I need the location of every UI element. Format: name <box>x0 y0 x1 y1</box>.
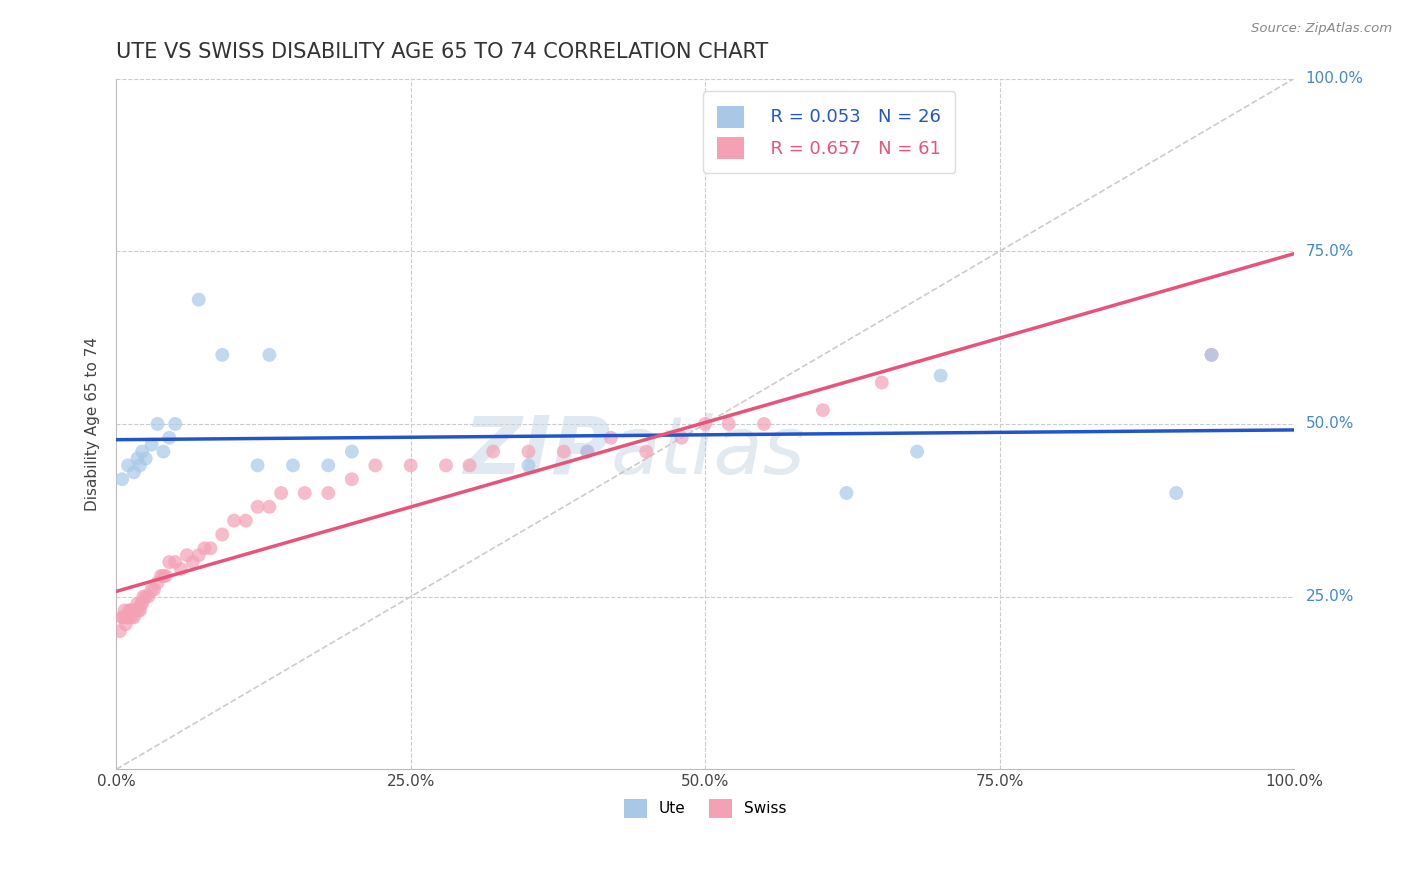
Point <box>811 403 834 417</box>
Point <box>165 417 187 431</box>
Text: UTE VS SWISS DISABILITY AGE 65 TO 74 CORRELATION CHART: UTE VS SWISS DISABILITY AGE 65 TO 74 COR… <box>117 42 769 62</box>
Point <box>187 548 209 562</box>
Point <box>752 417 775 431</box>
Point <box>576 444 599 458</box>
Point <box>717 417 740 431</box>
Point <box>128 603 150 617</box>
Point <box>127 597 149 611</box>
Legend: Ute, Swiss: Ute, Swiss <box>617 793 793 824</box>
Point <box>294 486 316 500</box>
Point <box>340 472 363 486</box>
Point <box>132 590 155 604</box>
Point <box>835 486 858 500</box>
Point <box>246 458 269 473</box>
Point <box>152 569 174 583</box>
Point <box>152 444 174 458</box>
Text: 100.0%: 100.0% <box>1306 71 1364 87</box>
Point <box>181 555 204 569</box>
Point <box>316 486 339 500</box>
Point <box>111 472 134 486</box>
Point <box>636 444 658 458</box>
Point <box>141 582 163 597</box>
Point <box>905 444 928 458</box>
Point <box>108 624 131 639</box>
Point <box>135 451 157 466</box>
Point <box>1166 486 1188 500</box>
Point <box>1201 348 1223 362</box>
Point <box>150 569 173 583</box>
Point <box>281 458 304 473</box>
Point <box>111 610 134 624</box>
Point <box>114 617 136 632</box>
Point <box>157 555 180 569</box>
Point <box>671 431 693 445</box>
Text: atlas: atlas <box>612 413 806 491</box>
Text: Source: ZipAtlas.com: Source: ZipAtlas.com <box>1251 22 1392 36</box>
Point <box>194 541 217 556</box>
Point <box>399 458 422 473</box>
Point <box>115 610 138 624</box>
Point <box>112 610 135 624</box>
Point <box>128 603 150 617</box>
Point <box>246 500 269 514</box>
Point <box>121 610 143 624</box>
Y-axis label: Disability Age 65 to 74: Disability Age 65 to 74 <box>86 337 100 511</box>
Point <box>458 458 481 473</box>
Point <box>122 465 145 479</box>
Point <box>128 458 150 473</box>
Point <box>157 431 180 445</box>
Point <box>553 444 575 458</box>
Point <box>143 582 166 597</box>
Text: 50.0%: 50.0% <box>1306 417 1354 432</box>
Point <box>482 444 505 458</box>
Point <box>146 417 169 431</box>
Point <box>576 444 599 458</box>
Point <box>929 368 952 383</box>
Point <box>127 451 149 466</box>
Text: ZIP: ZIP <box>464 413 612 491</box>
Point <box>146 575 169 590</box>
Point <box>117 458 139 473</box>
Point <box>434 458 457 473</box>
Point <box>517 444 540 458</box>
Point <box>270 486 292 500</box>
Point <box>187 293 209 307</box>
Point <box>118 603 141 617</box>
Point <box>122 610 145 624</box>
Point <box>870 376 893 390</box>
Point <box>141 438 163 452</box>
Point <box>114 603 136 617</box>
Point <box>211 527 233 541</box>
Point <box>259 348 281 362</box>
Point <box>176 548 198 562</box>
Point <box>131 597 153 611</box>
Point <box>131 444 153 458</box>
Text: 25.0%: 25.0% <box>1306 589 1354 604</box>
Point <box>1201 348 1223 362</box>
Point <box>117 610 139 624</box>
Point <box>129 597 152 611</box>
Point <box>135 590 157 604</box>
Point <box>316 458 339 473</box>
Point <box>155 569 177 583</box>
Point <box>340 444 363 458</box>
Point <box>695 417 717 431</box>
Point <box>121 603 143 617</box>
Point <box>200 541 222 556</box>
Point <box>124 603 146 617</box>
Text: 75.0%: 75.0% <box>1306 244 1354 259</box>
Point <box>259 500 281 514</box>
Point <box>165 555 187 569</box>
Point <box>222 514 245 528</box>
Point <box>170 562 193 576</box>
Point <box>136 590 159 604</box>
Point <box>235 514 257 528</box>
Point <box>600 431 623 445</box>
Point <box>517 458 540 473</box>
Point <box>211 348 233 362</box>
Point <box>364 458 387 473</box>
Point <box>120 603 142 617</box>
